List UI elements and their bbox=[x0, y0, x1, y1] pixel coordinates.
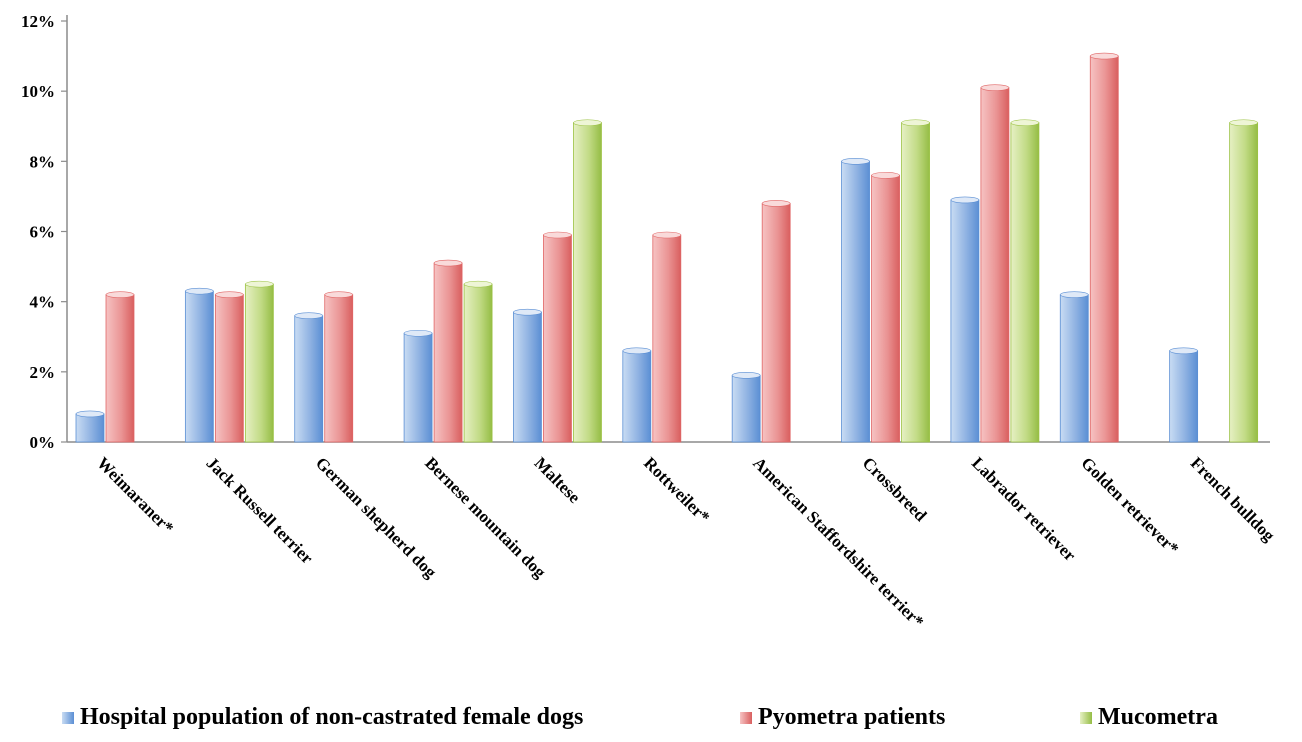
bar-cap bbox=[403, 329, 433, 337]
bar-cap bbox=[463, 280, 493, 288]
legend-label-pyometra: Pyometra patients bbox=[758, 704, 946, 730]
bar-cap bbox=[1169, 347, 1198, 355]
bar-0-2 bbox=[294, 315, 324, 443]
bar-cap bbox=[105, 291, 135, 298]
bar-cap bbox=[652, 231, 682, 239]
y-tick-label: 8% bbox=[30, 152, 56, 171]
x-category-label: Jack Russell terrier bbox=[203, 453, 318, 568]
x-category-label: American Staffordshire terrier* bbox=[749, 453, 927, 631]
x-category-label: French bulldog bbox=[1187, 453, 1279, 545]
legend-label-mucometra: Mucometra bbox=[1098, 704, 1218, 730]
bar-0-7 bbox=[841, 160, 870, 443]
bar-2-3 bbox=[463, 283, 493, 443]
legend-item-mucometra: Mucometra bbox=[1080, 704, 1218, 731]
bar-0-8 bbox=[950, 199, 980, 443]
bar-cap bbox=[1229, 119, 1258, 127]
bar-1-6 bbox=[761, 203, 791, 443]
bar-cap bbox=[1010, 119, 1040, 127]
y-tick-label: 10% bbox=[21, 82, 55, 101]
x-category-label: Golden retriever* bbox=[1077, 453, 1182, 558]
bar-0-3 bbox=[403, 332, 433, 443]
bar-cap bbox=[215, 291, 244, 298]
bar-cap bbox=[871, 172, 900, 179]
bar-2-8 bbox=[1010, 122, 1040, 443]
bar-1-1 bbox=[214, 294, 244, 443]
bar-cap bbox=[433, 259, 463, 267]
y-tick-label: 6% bbox=[30, 223, 56, 242]
bar-0-5 bbox=[622, 350, 652, 443]
bar-cap bbox=[761, 200, 791, 207]
bar-cap bbox=[841, 158, 870, 165]
bar-1-8 bbox=[980, 87, 1010, 443]
bar-cap bbox=[980, 84, 1010, 91]
y-tick-label: 4% bbox=[30, 293, 56, 312]
bar-cap bbox=[75, 410, 105, 418]
x-category-label: Maltese bbox=[531, 453, 585, 507]
bar-cap bbox=[573, 119, 602, 127]
bar-2-4 bbox=[573, 122, 602, 443]
legend-swatch-hospital bbox=[62, 711, 74, 724]
y-tick-label: 2% bbox=[30, 363, 56, 382]
legend-item-hospital: Hospital population of non-castrated fem… bbox=[62, 704, 583, 731]
bar-cap bbox=[901, 119, 930, 127]
bar-cap bbox=[513, 308, 542, 316]
bar-cap bbox=[245, 280, 274, 288]
bar-1-7 bbox=[871, 174, 900, 443]
bar-1-3 bbox=[433, 262, 463, 443]
x-category-label: Crossbreed bbox=[859, 453, 931, 525]
bar-1-4 bbox=[543, 234, 572, 443]
bar-0-10 bbox=[1169, 350, 1199, 443]
x-category-label: Weimaraner* bbox=[93, 453, 177, 537]
legend-swatch-pyometra bbox=[740, 711, 752, 724]
bar-cap bbox=[543, 231, 572, 239]
bar-0-4 bbox=[513, 311, 542, 443]
bar-cap bbox=[731, 372, 761, 379]
bar-2-7 bbox=[901, 122, 930, 443]
bar-2-1 bbox=[244, 283, 274, 443]
x-category-label: German shepherd dog bbox=[312, 453, 441, 582]
bar-cap bbox=[324, 291, 354, 298]
x-category-label: Rottweiler* bbox=[640, 453, 714, 527]
legend-label-hospital: Hospital population of non-castrated fem… bbox=[80, 704, 584, 730]
bar-0-0 bbox=[75, 413, 105, 443]
bar-1-5 bbox=[652, 234, 682, 443]
bar-2-10 bbox=[1229, 122, 1259, 443]
x-category-label: Bernese mountain dog bbox=[421, 453, 550, 582]
bar-0-6 bbox=[731, 374, 761, 443]
bar-0-9 bbox=[1059, 294, 1089, 443]
x-category-label: Labrador retriever bbox=[968, 453, 1080, 565]
bar-cap bbox=[1059, 291, 1089, 298]
y-tick-label: 12% bbox=[21, 12, 55, 31]
legend-item-pyometra: Pyometra patients bbox=[740, 704, 945, 731]
bar-1-2 bbox=[324, 294, 354, 443]
bar-cap bbox=[950, 196, 980, 204]
y-tick-label: 0% bbox=[30, 433, 56, 452]
bar-cap bbox=[622, 347, 652, 355]
legend-swatch-mucometra bbox=[1080, 711, 1092, 724]
bar-1-9 bbox=[1089, 55, 1119, 443]
bar-0-1 bbox=[184, 290, 214, 443]
bar-cap bbox=[1089, 52, 1119, 60]
legend: Hospital population of non-castrated fem… bbox=[0, 704, 1302, 736]
bar-1-0 bbox=[105, 294, 135, 443]
bar-cap bbox=[294, 312, 324, 320]
bar-cap bbox=[185, 287, 214, 295]
